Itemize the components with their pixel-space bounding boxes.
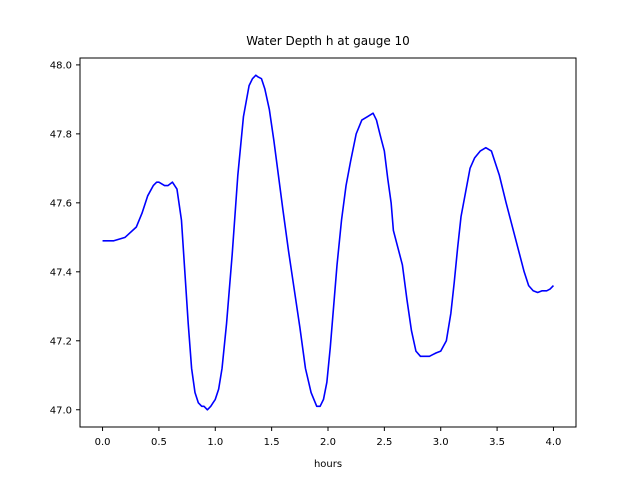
x-tick-label: 2.0: [320, 437, 336, 448]
y-tick-label: 47.8: [50, 129, 72, 140]
plot-area: [102, 74, 555, 411]
series-line: [102, 74, 555, 411]
y-tick-label: 47.0: [50, 405, 72, 416]
y-axis: 47.0 47.2 47.4 47.6 47.8 48.0: [50, 60, 80, 416]
x-tick-label: 4.0: [546, 437, 562, 448]
y-tick-label: 47.6: [50, 198, 72, 209]
y-tick-label: 48.0: [50, 60, 72, 71]
x-axis-label: hours: [314, 459, 342, 470]
x-tick-label: 0.5: [151, 437, 167, 448]
y-tick-label: 47.4: [50, 267, 72, 278]
plot-frame: [79, 57, 577, 428]
x-tick-label: 3.0: [433, 437, 449, 448]
x-tick-label: 0.0: [95, 437, 111, 448]
x-tick-label: 2.5: [376, 437, 392, 448]
x-tick-label: 1.5: [264, 437, 280, 448]
x-tick-label: 1.0: [207, 437, 223, 448]
y-tick-label: 47.2: [50, 336, 72, 347]
x-tick-label: 3.5: [489, 437, 505, 448]
chart-title: Water Depth h at gauge 10: [246, 34, 410, 48]
x-axis: 0.0 0.5 1.0 1.5 2.0 2.5 3.0 3.5 4.0: [95, 427, 562, 448]
